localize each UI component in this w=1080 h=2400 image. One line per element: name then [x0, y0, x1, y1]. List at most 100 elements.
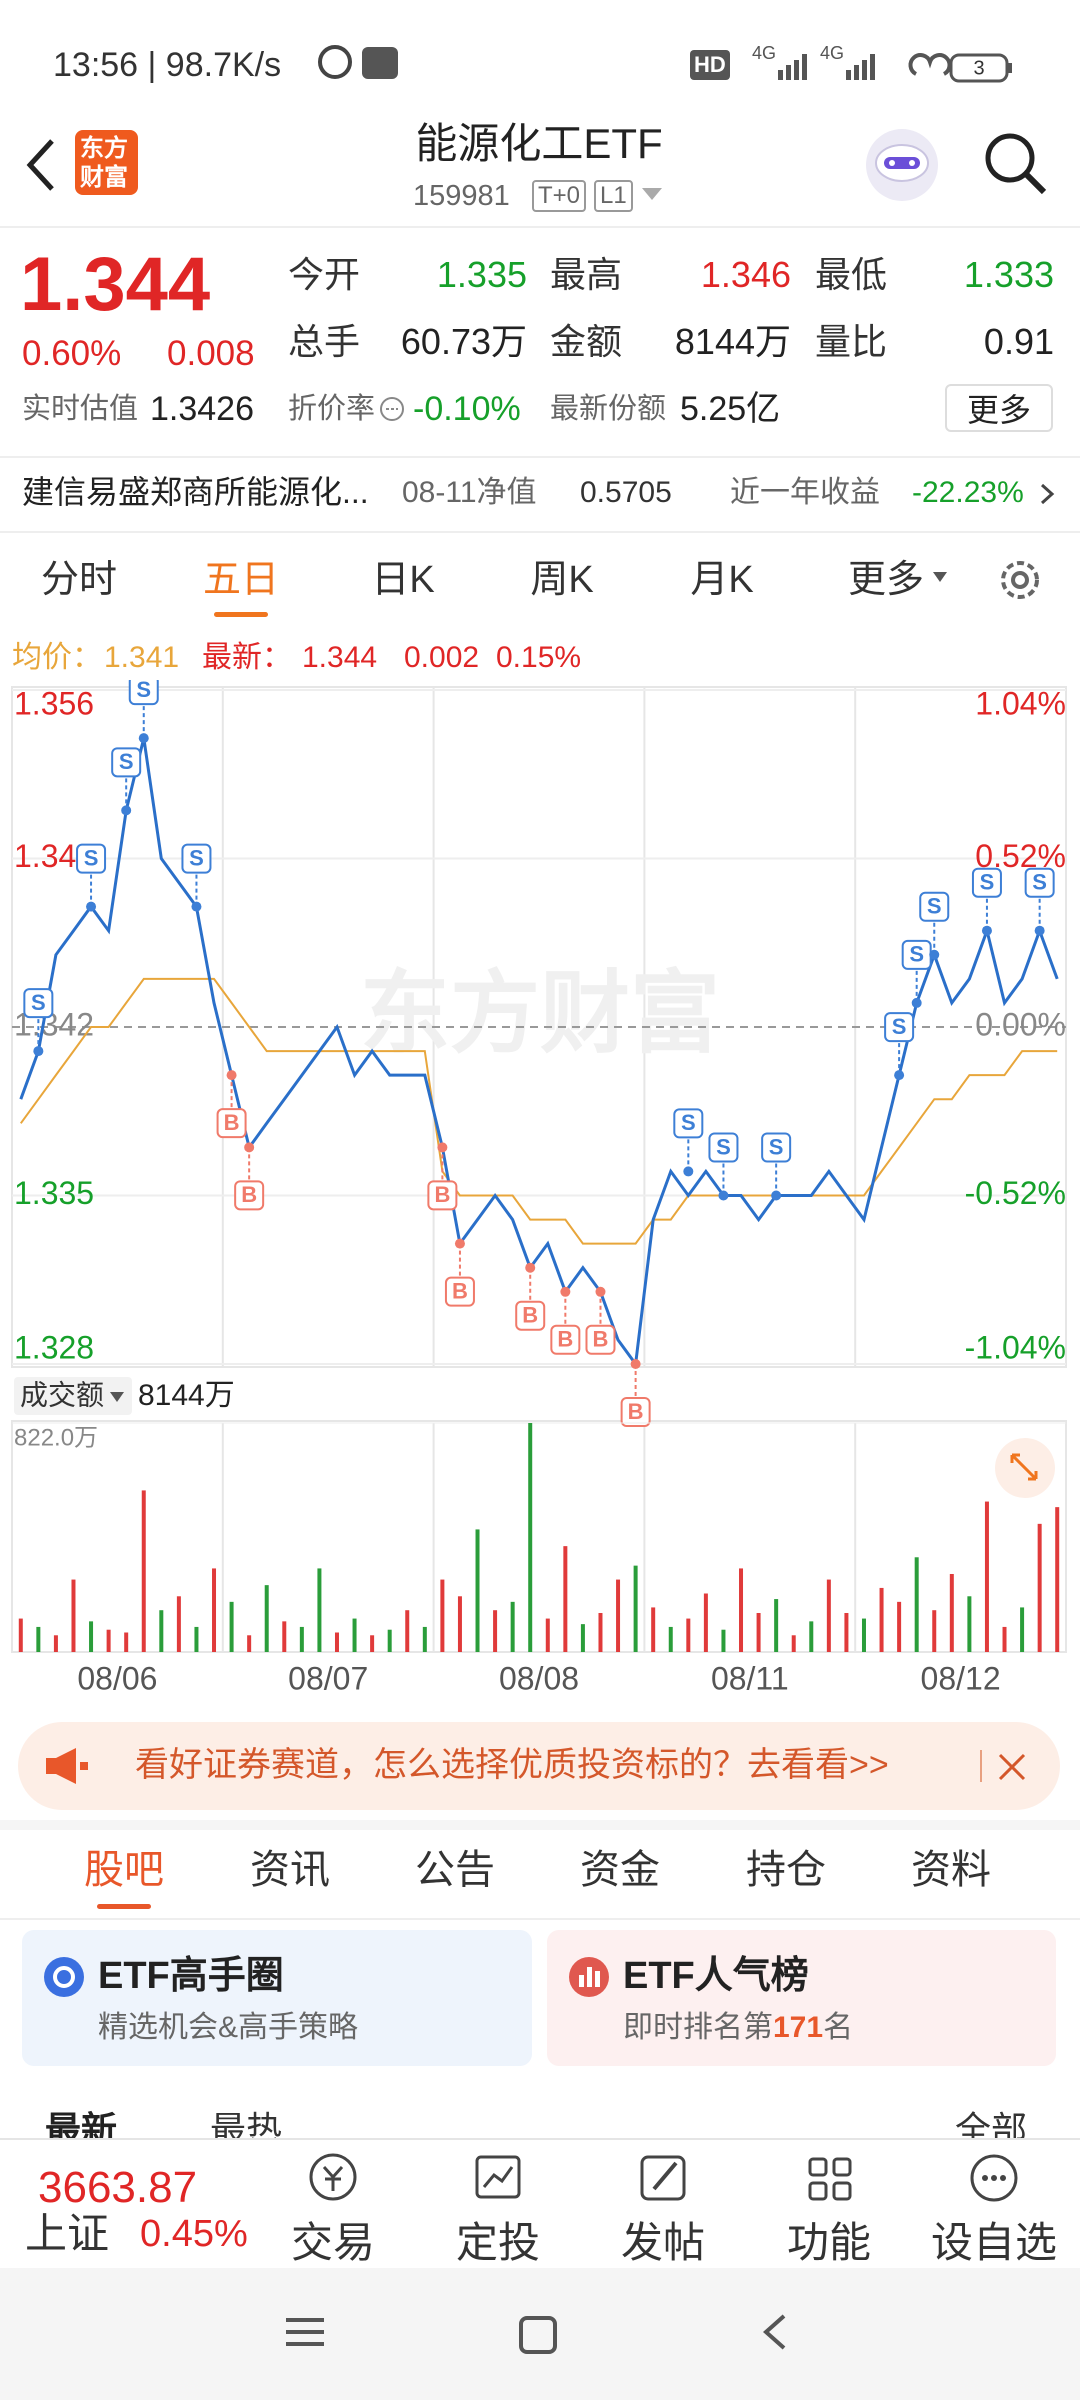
- back-system-button[interactable]: [762, 2314, 786, 2350]
- battery-tip: [1008, 63, 1012, 73]
- back-button[interactable]: [20, 135, 60, 195]
- status-icons: 3: [778, 53, 1012, 83]
- tab[interactable]: 资讯: [250, 1848, 330, 1892]
- chart-tab[interactable]: 分时: [40, 559, 117, 601]
- settings-button[interactable]: [995, 555, 1045, 605]
- trade-label: S: [681, 1110, 696, 1135]
- megaphone-icon: [46, 1748, 88, 1784]
- nav-item[interactable]: 发帖: [620, 2219, 705, 2266]
- logo-text: 东方: [80, 135, 128, 162]
- trade-point: [121, 805, 132, 816]
- discount-value: -0.10%: [413, 390, 521, 428]
- y-tick-label: 1.328: [14, 1329, 94, 1365]
- card-title[interactable]: ETF高手圈: [98, 1955, 284, 1997]
- volume-bar: [36, 1626, 41, 1652]
- index-change[interactable]: 0.45%: [140, 2213, 248, 2255]
- trade-badge: [216, 1108, 247, 1139]
- nav-item[interactable]: 设自选: [930, 2219, 1057, 2266]
- fund-name[interactable]: 建信易盛郑商所能源化...: [22, 474, 369, 510]
- y-tick-label: 1.335: [14, 1175, 94, 1211]
- index-value[interactable]: 3663.87: [38, 2163, 198, 2212]
- trade-point: [1034, 925, 1045, 936]
- chart-tab[interactable]: 更多: [847, 559, 924, 601]
- card[interactable]: [547, 1930, 1056, 2066]
- trade-badge: [708, 1132, 739, 1163]
- turnover-selector[interactable]: [14, 1377, 132, 1415]
- trade-badge: [128, 680, 159, 706]
- trade-point: [911, 997, 922, 1008]
- volume-bar: [387, 1629, 392, 1652]
- volume-bar: [1002, 1626, 1007, 1652]
- volume-bar: [176, 1596, 181, 1652]
- volume-bar: [861, 1618, 866, 1652]
- chart-tab[interactable]: 周K: [530, 559, 594, 601]
- avg-value: 1.341: [104, 641, 180, 674]
- y2-tick-label: -0.52%: [965, 1175, 1066, 1211]
- volume-bar: [334, 1632, 339, 1652]
- chart-tab[interactable]: 日K: [371, 559, 435, 601]
- trade-label: S: [892, 1014, 907, 1039]
- volume-bar: [914, 1557, 919, 1652]
- tab-active[interactable]: 股吧: [84, 1848, 164, 1892]
- index-name[interactable]: 上证: [25, 2210, 110, 2257]
- trade-point: [437, 1142, 448, 1153]
- promo-banner[interactable]: [18, 1722, 1060, 1810]
- trade-icon: [309, 2153, 357, 2201]
- tab[interactable]: 公告: [415, 1848, 495, 1892]
- more-button[interactable]: 更多: [945, 384, 1053, 432]
- volume-bar: [457, 1596, 462, 1652]
- volume-bar: [844, 1612, 849, 1652]
- watchlist-icon: [970, 2154, 1018, 2202]
- search-button[interactable]: [980, 128, 1050, 198]
- banner-text[interactable]: 看好证券赛道，怎么选择优质投资标的？去看看>>: [135, 1746, 889, 1784]
- section-gap: [0, 1820, 1080, 1830]
- latest-pct: 0.15%: [496, 641, 582, 674]
- volume-bar: [651, 1607, 656, 1652]
- home-button[interactable]: [519, 2316, 557, 2354]
- volume-title: 成交额: [20, 1379, 104, 1410]
- trade-point: [683, 1166, 694, 1177]
- nav-item[interactable]: 定投: [455, 2219, 540, 2266]
- chart-tab-active[interactable]: 五日: [202, 559, 279, 601]
- assistant-avatar[interactable]: [862, 125, 942, 205]
- volume-bar: [475, 1529, 480, 1652]
- card[interactable]: [22, 1930, 532, 2066]
- close-button[interactable]: [996, 1751, 1028, 1783]
- tab[interactable]: 资金: [580, 1848, 660, 1892]
- network-label: 4G: [752, 43, 777, 63]
- volume-bar: [826, 1579, 831, 1652]
- trade-badge: [884, 1012, 915, 1043]
- field-value: 0.91: [983, 321, 1054, 362]
- latest-label: 最新：: [202, 641, 292, 674]
- battery-icon: [949, 53, 1009, 83]
- info-icon[interactable]: [378, 395, 406, 423]
- volume-bar: [282, 1621, 287, 1652]
- trade-badge: [550, 1324, 581, 1355]
- volume-bar: [774, 1599, 779, 1652]
- trade-label: B: [628, 1399, 644, 1424]
- divider: [0, 226, 1080, 228]
- y2-tick-label: 1.04%: [975, 685, 1066, 721]
- chart-tab[interactable]: 月K: [690, 559, 754, 601]
- trade-label: S: [927, 894, 942, 919]
- volume-bar: [580, 1624, 585, 1652]
- hd-icon: HD: [690, 50, 730, 80]
- dropdown-arrow: [110, 1392, 124, 1402]
- card-title[interactable]: ETF人气榜: [623, 1955, 809, 1997]
- trade-badge: [515, 1300, 546, 1331]
- nav-item[interactable]: 功能: [786, 2219, 871, 2266]
- volume-bar: [89, 1621, 94, 1652]
- trade-point: [33, 1046, 44, 1057]
- trade-point: [454, 1238, 465, 1249]
- volume-bar: [668, 1626, 673, 1652]
- menu-button[interactable]: [286, 2318, 324, 2346]
- trade-badge: [427, 1180, 458, 1211]
- trade-badge: [111, 747, 142, 778]
- tab[interactable]: 持仓: [746, 1848, 826, 1892]
- dropdown-arrow[interactable]: [640, 184, 664, 204]
- field-label: 总手: [288, 321, 361, 362]
- volume-bar: [264, 1585, 269, 1652]
- tab[interactable]: 资料: [911, 1848, 991, 1892]
- nav-item[interactable]: 交易: [290, 2219, 375, 2266]
- trade-label: B: [224, 1110, 240, 1135]
